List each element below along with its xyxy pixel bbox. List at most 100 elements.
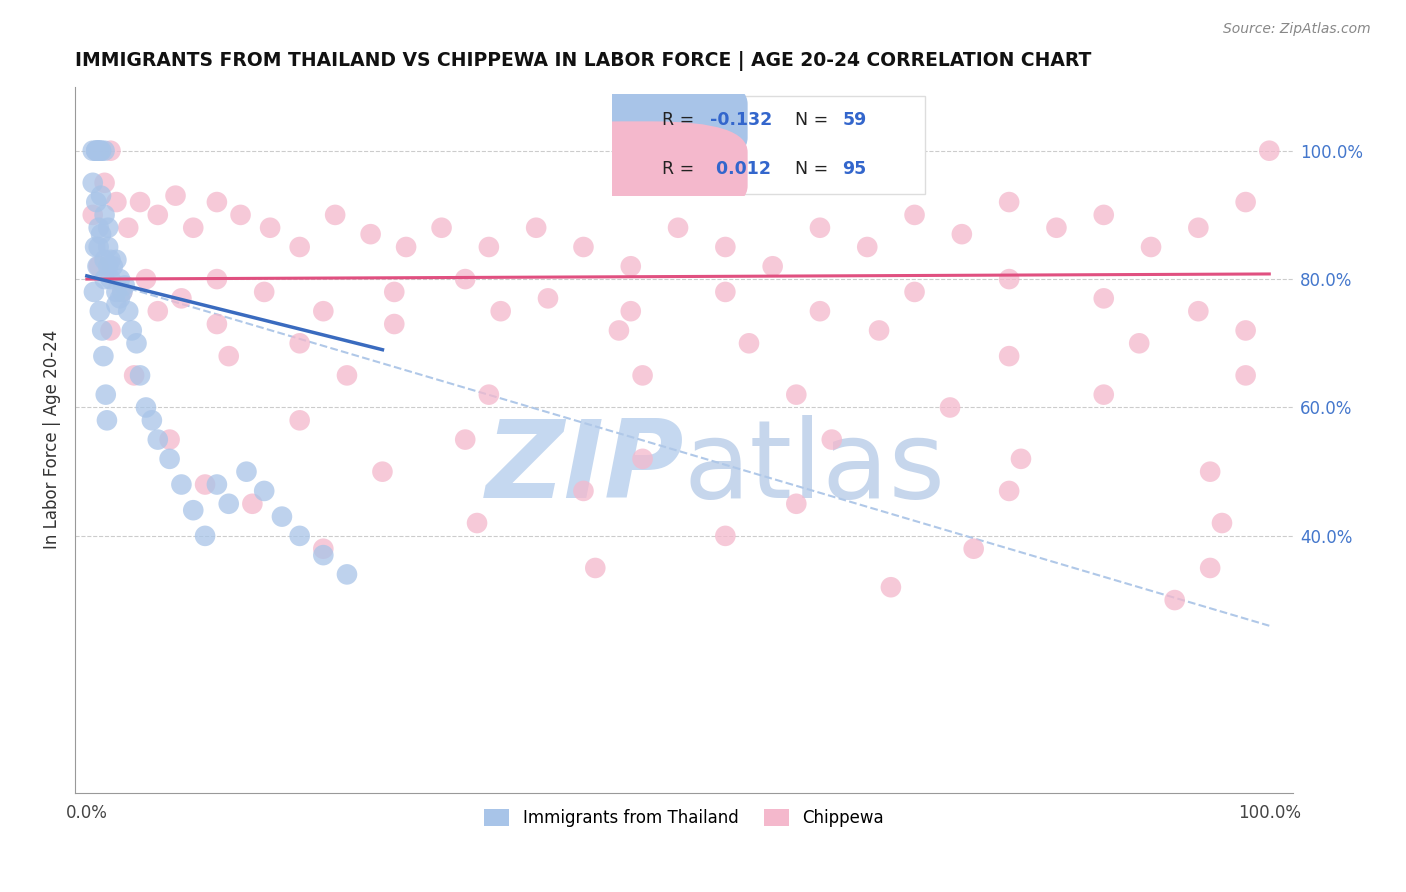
- Point: [1187, 220, 1209, 235]
- Point: [998, 349, 1021, 363]
- Point: [371, 465, 394, 479]
- Point: [950, 227, 973, 242]
- Point: [478, 387, 501, 401]
- Point: [90, 227, 112, 242]
- Text: 0.012: 0.012: [710, 160, 770, 178]
- Point: [583, 561, 606, 575]
- Point: [1187, 304, 1209, 318]
- Point: [121, 323, 143, 337]
- Point: [312, 304, 335, 318]
- FancyBboxPatch shape: [614, 95, 925, 194]
- Point: [998, 195, 1021, 210]
- Point: [82, 208, 104, 222]
- Point: [91, 323, 114, 337]
- Point: [963, 541, 986, 556]
- Point: [738, 336, 761, 351]
- Point: [572, 483, 595, 498]
- Point: [524, 220, 547, 235]
- Point: [84, 195, 107, 210]
- Text: R =: R =: [662, 112, 700, 129]
- Point: [1092, 291, 1115, 305]
- Point: [288, 529, 311, 543]
- Point: [714, 285, 737, 299]
- Text: N =: N =: [796, 160, 834, 178]
- Point: [323, 208, 346, 222]
- FancyBboxPatch shape: [526, 73, 748, 169]
- Point: [1234, 195, 1257, 210]
- Point: [108, 272, 131, 286]
- Point: [714, 529, 737, 543]
- Point: [100, 272, 122, 286]
- Point: [100, 323, 122, 337]
- Point: [288, 413, 311, 427]
- Point: [122, 368, 145, 383]
- Point: [939, 401, 962, 415]
- Point: [125, 336, 148, 351]
- Point: [87, 220, 110, 235]
- Point: [97, 240, 120, 254]
- Point: [105, 298, 128, 312]
- Point: [181, 220, 204, 235]
- Point: [105, 195, 128, 210]
- Point: [205, 195, 228, 210]
- Text: atlas: atlas: [683, 415, 946, 521]
- Point: [87, 259, 110, 273]
- Text: 59: 59: [842, 112, 866, 129]
- Point: [129, 368, 152, 383]
- Point: [253, 483, 276, 498]
- Point: [87, 144, 110, 158]
- Point: [1234, 323, 1257, 337]
- Point: [97, 220, 120, 235]
- Point: [82, 176, 104, 190]
- Point: [87, 240, 110, 254]
- Point: [159, 433, 181, 447]
- Point: [86, 259, 108, 273]
- Point: [146, 208, 169, 222]
- Point: [96, 413, 118, 427]
- Point: [159, 451, 181, 466]
- Point: [631, 451, 654, 466]
- Point: [146, 304, 169, 318]
- Y-axis label: In Labor Force | Age 20-24: In Labor Force | Age 20-24: [44, 330, 60, 549]
- Point: [336, 567, 359, 582]
- Point: [430, 220, 453, 235]
- Point: [360, 227, 382, 242]
- Point: [288, 240, 311, 254]
- Point: [84, 144, 107, 158]
- Point: [454, 272, 477, 286]
- Point: [868, 323, 890, 337]
- Text: IMMIGRANTS FROM THAILAND VS CHIPPEWA IN LABOR FORCE | AGE 20-24 CORRELATION CHAR: IMMIGRANTS FROM THAILAND VS CHIPPEWA IN …: [75, 51, 1091, 70]
- Point: [170, 477, 193, 491]
- Point: [1234, 368, 1257, 383]
- Point: [205, 477, 228, 491]
- Point: [880, 580, 903, 594]
- Point: [105, 252, 128, 267]
- Point: [1092, 208, 1115, 222]
- Point: [714, 240, 737, 254]
- Point: [785, 497, 807, 511]
- Point: [382, 317, 405, 331]
- Text: 95: 95: [842, 160, 866, 178]
- Text: -0.132: -0.132: [710, 112, 772, 129]
- Point: [114, 278, 136, 293]
- Point: [84, 240, 107, 254]
- Point: [83, 285, 105, 299]
- Text: R =: R =: [662, 160, 700, 178]
- Point: [82, 144, 104, 158]
- Point: [146, 433, 169, 447]
- Point: [181, 503, 204, 517]
- Point: [218, 497, 240, 511]
- Point: [572, 240, 595, 254]
- Point: [87, 144, 110, 158]
- Point: [205, 317, 228, 331]
- Point: [194, 529, 217, 543]
- Point: [235, 465, 257, 479]
- Point: [1199, 465, 1222, 479]
- Point: [785, 387, 807, 401]
- Point: [93, 272, 115, 286]
- Point: [1092, 387, 1115, 401]
- Point: [141, 413, 163, 427]
- Point: [84, 144, 107, 158]
- Point: [129, 195, 152, 210]
- Point: [117, 220, 139, 235]
